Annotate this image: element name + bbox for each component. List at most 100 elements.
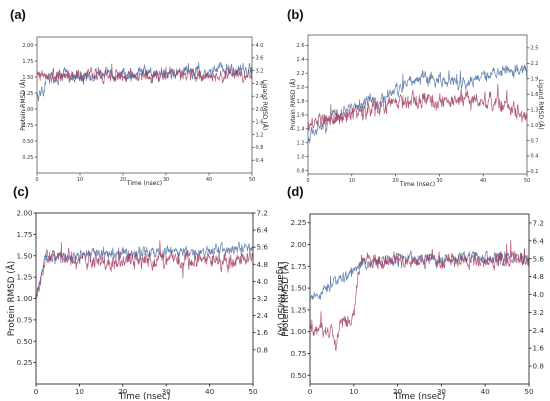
y-left-tick-label: 1.50	[22, 75, 33, 81]
y-right-tick-label: 3.2	[533, 308, 544, 317]
y-left-tick-label: 1.00	[16, 294, 32, 303]
x-tick-label: 50	[524, 387, 534, 396]
panel-label: (b)	[287, 7, 304, 22]
x-tick-label: 50	[249, 177, 255, 183]
y-right-tick-label: 2.4	[257, 311, 269, 320]
y-left-tick-label: 2.4	[297, 57, 305, 63]
ligand-rmsd-line	[308, 83, 527, 132]
x-axis-label: Time (nsec)	[118, 392, 171, 401]
y-right-tick-label: 1.2	[256, 132, 264, 138]
protein-rmsd-line	[36, 241, 253, 297]
x-tick-label: 50	[248, 387, 258, 396]
protein-rmsd-line	[37, 61, 252, 102]
y-right-tick-label: 5.6	[533, 254, 545, 263]
x-tick-label: 40	[481, 387, 491, 396]
x-tick-label: 30	[437, 387, 447, 396]
y-right-tick-label: 2.0	[256, 107, 264, 113]
x-tick-label: 50	[524, 178, 530, 184]
x-tick-label: 40	[205, 387, 215, 396]
y-right-tick-label: 1.3	[531, 107, 539, 113]
x-tick-label: 20	[392, 178, 398, 184]
y-right-tick-label: 4.8	[533, 272, 545, 281]
y-right-tick-label: 1.0	[531, 123, 539, 129]
y-left-tick-label: 2.00	[22, 43, 33, 49]
y-left-tick-label: 1.00	[22, 107, 33, 113]
y-left-tick-label: 1.4	[297, 127, 305, 133]
x-tick-label: 0	[306, 178, 309, 184]
y-right-tick-label: 2.5	[531, 46, 539, 52]
y-left-tick-label: 2.2	[297, 71, 305, 77]
panel-d: (d) 0 10 20 30 40 50 0.50 0.75 1.00 1.25 1.50 1.75 2.…	[279, 184, 545, 401]
y-right-tick-label: 0.7	[531, 138, 539, 144]
x-tick-label: 30	[162, 387, 172, 396]
plot-frame	[307, 34, 528, 175]
y-left-tick-label: 1.6	[297, 113, 305, 119]
x-tick-label: 0	[308, 387, 313, 396]
x-tick-label: 30	[163, 177, 169, 183]
y-left-tick-label: 1.75	[290, 262, 306, 271]
y-right-tick-label: 2.4	[533, 326, 545, 335]
y-right-tick-label: 1.6	[256, 120, 264, 126]
y-left-tick-label: 1.0	[297, 154, 305, 160]
y-left-tick-label: 0.50	[16, 337, 32, 346]
y-right-tick-label: 1.6	[531, 92, 539, 98]
y-left-tick-label: 2.00	[290, 240, 306, 249]
y-right-tick-label: 0.8	[533, 362, 545, 371]
ligand-rmsd-line	[37, 63, 252, 85]
x-axis-label: Time (nsec)	[399, 181, 435, 188]
y-right-tick-label: 7.2	[533, 218, 544, 227]
y-right-axis-label: Ligand RMSD (Å)	[275, 261, 287, 335]
y-left-tick-label: 1.00	[290, 327, 306, 336]
x-tick-label: 40	[206, 177, 212, 183]
y-right-tick-label: 4.0	[257, 277, 269, 286]
x-tick-label: 30	[436, 178, 442, 184]
y-left-tick-label: 1.50	[16, 251, 32, 260]
x-axis-label: Time (nsec)	[393, 392, 446, 401]
x-axis-label: Time (nsec)	[126, 180, 162, 187]
y-left-tick-label: 1.8	[297, 99, 305, 105]
plot-frame	[309, 213, 530, 385]
y-right-tick-label: 5.6	[257, 243, 269, 252]
y-left-axis-label: Protein RMSD (Å)	[5, 261, 17, 336]
y-right-tick-label: 1.6	[533, 344, 545, 353]
x-tick-label: 10	[77, 177, 83, 183]
x-tick-label: 10	[349, 387, 359, 396]
panel-b: (b) 0 10 20 30 40 50 0.8 1.0 1.2 1.4 1.6 1.8 2.0 2.2 2.…	[287, 7, 544, 188]
y-right-axis-label: Ligand RMSD (Å)	[537, 79, 544, 129]
y-right-tick-label: 3.6	[256, 56, 264, 62]
y-left-tick-label: 0.50	[290, 371, 306, 380]
x-tick-label: 20	[120, 177, 126, 183]
y-left-tick-label: 1.75	[22, 59, 33, 65]
y-left-axis-label: Protein RMSD (Å)	[20, 79, 27, 130]
y-right-tick-label: 4.0	[533, 290, 545, 299]
y-left-tick-label: 1.25	[22, 91, 33, 97]
y-right-tick-label: 2.8	[256, 81, 264, 87]
y-right-tick-label: 7.2	[257, 209, 268, 218]
y-left-tick-label: 0.8	[297, 168, 305, 174]
y-left-tick-label: 1.25	[290, 305, 306, 314]
y-left-tick-label: 0.75	[16, 315, 32, 324]
x-tick-label: 20	[393, 387, 403, 396]
y-right-tick-label: 0.1	[531, 169, 539, 175]
y-right-tick-label: 0.4	[531, 154, 539, 160]
y-right-tick-label: 1.6	[257, 328, 269, 337]
y-right-tick-label: 4.8	[257, 260, 269, 269]
y-left-tick-label: 0.75	[290, 349, 306, 358]
panel-c: (c) 0 10 20 30 40 50 0.25 0.50 0.75 1.00 1.25 1.50 1.…	[5, 184, 287, 401]
y-left-tick-label: 1.50	[290, 284, 306, 293]
y-right-tick-label: 3.2	[257, 294, 268, 303]
x-tick-label: 0	[34, 387, 39, 396]
y-right-tick-label: 4.0	[256, 43, 264, 49]
panel-label: (c)	[13, 184, 29, 199]
y-left-tick-label: 2.6	[297, 43, 305, 49]
y-left-tick-label: 2.00	[16, 209, 32, 218]
y-left-axis-label: Protein RMSD (Å)	[290, 79, 297, 130]
plot-frame	[36, 36, 253, 174]
x-tick-label: 10	[75, 387, 85, 396]
protein-rmsd-line	[308, 64, 527, 144]
y-right-tick-label: 0.8	[256, 145, 264, 151]
panel-label: (a)	[10, 7, 26, 22]
y-right-tick-label: 2.2	[531, 61, 539, 67]
x-tick-label: 20	[118, 387, 128, 396]
